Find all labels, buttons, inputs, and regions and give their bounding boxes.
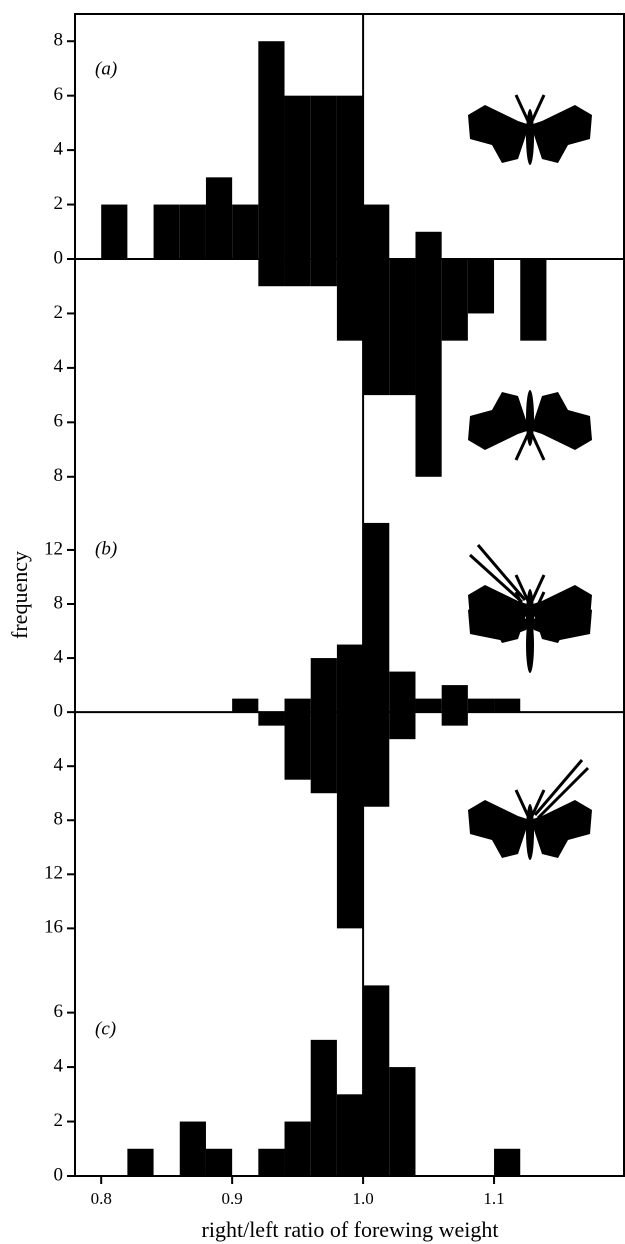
bar [337,259,363,341]
y-tick-label: 0 [54,1164,64,1185]
y-tick-label: 12 [44,538,63,559]
bar [415,699,441,713]
bar [520,259,546,341]
y-tick-label: 2 [54,1110,64,1131]
x-tick-label: 1.0 [352,1189,373,1208]
y-tick-label: 4 [54,138,64,159]
bar [311,1040,337,1176]
bar [415,259,441,477]
bar [311,712,337,793]
y-tick-label: 12 [44,863,63,884]
bar [285,1122,311,1176]
x-tick-label: 0.8 [91,1189,112,1208]
bar [442,259,468,341]
butterfly-icon [468,760,592,860]
bar [311,96,337,259]
bar [337,645,363,713]
bar [258,1149,284,1176]
y-tick-label: 2 [54,193,64,214]
bar [180,205,206,259]
bar [206,177,232,259]
bar [337,712,363,928]
bar [285,259,311,286]
bar [389,712,415,739]
bar [363,712,389,807]
y-tick-label: 4 [54,646,64,667]
bar [206,1149,232,1176]
y-tick-label: 0 [54,247,64,268]
bar [311,259,337,286]
x-tick-label: 1.1 [483,1189,504,1208]
y-tick-label: 8 [54,30,64,51]
y-axis-label: frequency [7,551,32,639]
bar [494,1149,520,1176]
y-tick-label: 4 [54,755,64,776]
y-tick-label: 4 [54,356,64,377]
bar [337,1094,363,1176]
bar [442,685,468,712]
bar [101,205,127,259]
bar [285,712,311,780]
bar [363,205,389,259]
butterfly-icon [468,95,592,165]
bar [258,41,284,259]
bar [180,1122,206,1176]
bar [468,699,494,713]
y-tick-label: 6 [54,1001,64,1022]
bar [311,658,337,712]
bar [127,1149,153,1176]
bar [337,96,363,259]
y-tick-label: 6 [54,411,64,432]
panel-label: (c) [95,1018,116,1039]
bar [468,259,494,313]
y-tick-label: 6 [54,84,64,105]
y-tick-label: 0 [54,700,64,721]
bar [285,96,311,259]
y-tick-label: 2 [54,302,64,323]
x-axis-label: right/left ratio of forewing weight [202,1217,499,1242]
y-tick-label: 8 [54,465,64,486]
y-tick-label: 4 [54,1055,64,1076]
bar [415,232,441,259]
bar [232,205,258,259]
y-tick-label: 8 [54,809,64,830]
bar [494,699,520,713]
bar [363,259,389,395]
panel-label: (b) [95,538,117,559]
figure: 0 2 4 6 8 2 4 6 8 (a) 0 4 8 12 4 8 12 16 (b) frequency 0 2 4 6 (… [0,0,625,1244]
x-tick-label: 0.9 [222,1189,243,1208]
bar [389,259,415,395]
y-tick-label: 16 [44,917,63,938]
bar [363,523,389,712]
bar [258,259,284,286]
butterfly-icon [468,390,592,460]
bar [154,205,180,259]
panel-label: (a) [95,58,117,79]
bar [442,712,468,726]
bar [363,985,389,1176]
bar [232,699,258,713]
bar [258,712,284,726]
y-tick-label: 8 [54,592,64,613]
bar [389,1067,415,1176]
bar [389,672,415,713]
bar [285,699,311,713]
